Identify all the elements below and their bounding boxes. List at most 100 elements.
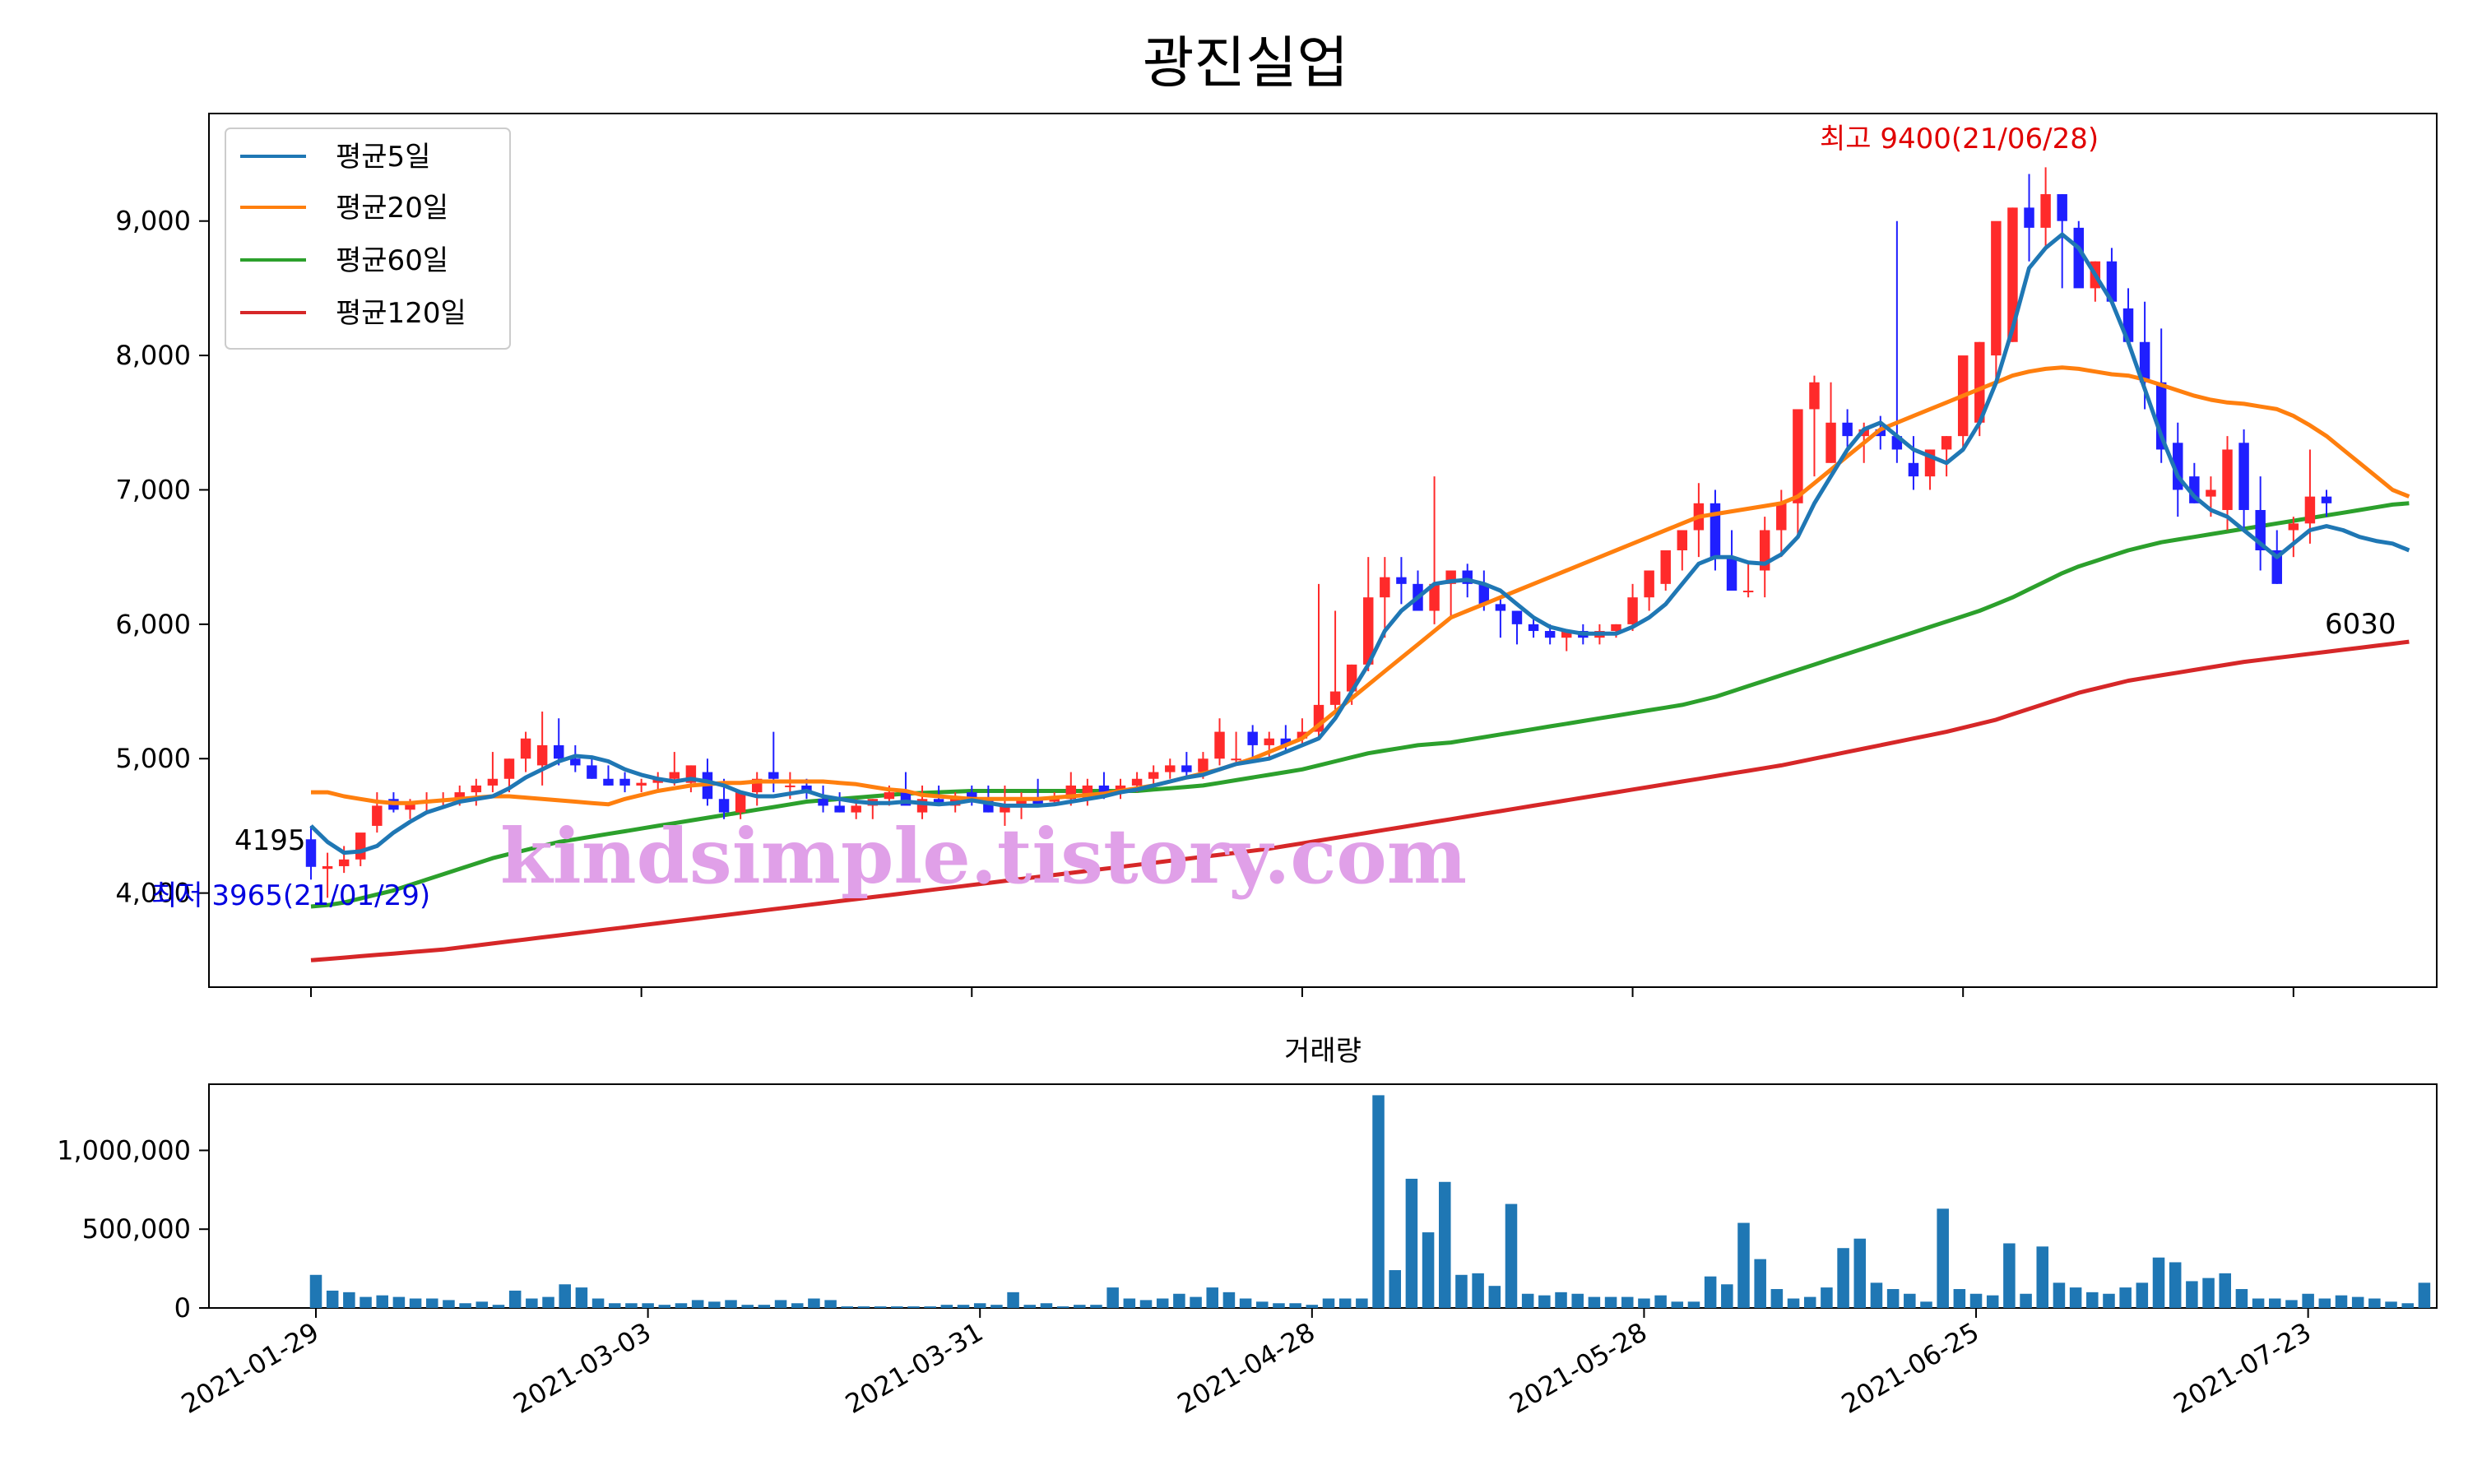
price-x-ticks: [310, 987, 2294, 997]
volume-bar: [891, 1306, 903, 1308]
volume-bar: [1007, 1292, 1019, 1308]
candle-body: [1809, 382, 1820, 410]
candle-body: [1858, 429, 1869, 437]
volume-bar: [1239, 1298, 1252, 1308]
volume-y-tick-label: 500,000: [82, 1213, 191, 1245]
volume-bar: [2136, 1282, 2149, 1308]
candle-body: [1627, 597, 1638, 624]
candle-body: [1825, 422, 1836, 463]
candle-body: [1528, 624, 1539, 632]
volume-bar: [1372, 1095, 1385, 1308]
candle-body: [2024, 207, 2034, 228]
candle-body: [603, 778, 614, 786]
ma120-line: [310, 639, 2410, 962]
volume-bar: [360, 1296, 372, 1308]
candle-body: [1297, 731, 1308, 739]
volume-bar: [591, 1298, 605, 1308]
volume-bar: [2202, 1278, 2215, 1308]
volume-bar: [957, 1305, 970, 1308]
candle-body: [503, 758, 515, 779]
candle-body: [405, 801, 415, 810]
candle-body: [1478, 583, 1490, 605]
volume-bar: [1273, 1303, 1285, 1308]
candle-body: [1329, 691, 1341, 705]
price-y-tick-label: 7,000: [115, 474, 191, 505]
candle-body: [2222, 449, 2233, 510]
candle-body: [536, 744, 548, 766]
candle-body: [1198, 758, 1208, 772]
volume-bar: [1953, 1289, 1966, 1308]
volume-bar: [973, 1303, 986, 1308]
candle-body: [2238, 443, 2249, 510]
volume-bar: [2103, 1293, 2115, 1308]
volume-bar: [1389, 1270, 1401, 1308]
volume-bar: [2285, 1300, 2298, 1308]
candle-body: [636, 782, 647, 786]
candle-body: [1875, 429, 1886, 437]
candle-body: [1726, 557, 1737, 591]
candle-body: [1214, 731, 1225, 759]
candle-body: [1660, 550, 1671, 584]
volume-bar: [1438, 1181, 1451, 1308]
candle-body: [1231, 758, 1241, 761]
volume-bar: [1056, 1306, 1069, 1308]
candle-body: [1131, 778, 1143, 786]
volume-bar: [1588, 1296, 1601, 1308]
candle-body: [1429, 583, 1440, 611]
volume-bar: [1937, 1208, 1949, 1308]
volume-bar: [725, 1300, 737, 1308]
volume-bar: [1023, 1305, 1037, 1308]
volume-bar: [1821, 1287, 1833, 1308]
candle-body: [1544, 631, 1556, 638]
candle-body: [2007, 207, 2018, 342]
volume-bar: [2169, 1262, 2182, 1308]
chart-title: 광진실업: [1143, 31, 1348, 96]
candle-body: [1776, 503, 1787, 531]
volume-bar: [1488, 1286, 1501, 1308]
volume-bar: [1106, 1287, 1119, 1308]
legend-frame: [225, 128, 511, 350]
candle-body: [1016, 799, 1027, 806]
candle-body: [1793, 409, 1803, 503]
price-y-tick-label: 5,000: [115, 743, 191, 774]
candle-body: [1908, 462, 1919, 477]
volume-bar: [691, 1300, 704, 1308]
volume-bar: [774, 1300, 787, 1308]
volume-bar: [791, 1303, 804, 1308]
volume-bar: [758, 1305, 771, 1308]
volume-bar: [1654, 1295, 1667, 1308]
ma5-line-group: [309, 232, 2410, 856]
volume-bar: [1886, 1289, 1900, 1308]
volume-bar: [1123, 1298, 1136, 1308]
volume-bar: [2302, 1293, 2314, 1308]
candle-body: [735, 792, 746, 813]
candle-body: [851, 805, 861, 813]
candles-group: [305, 167, 2332, 898]
legend: 평균5일 평균20일 평균60일 평균120일: [225, 128, 511, 350]
candle-body: [1677, 530, 1688, 550]
ma20-line-group: [311, 365, 2410, 807]
candle-body: [2139, 341, 2150, 383]
volume-bar: [2086, 1292, 2099, 1308]
volume-bar: [376, 1295, 388, 1308]
volume-bar: [1538, 1295, 1551, 1308]
volume-bar: [940, 1305, 953, 1308]
candle-body: [2040, 194, 2051, 228]
volume-y-tick-label: 1,000,000: [57, 1134, 191, 1166]
volume-bar: [1555, 1292, 1567, 1308]
candle-body: [2073, 227, 2084, 289]
candle-body: [669, 772, 680, 779]
volume-bar: [1870, 1282, 1883, 1308]
volume-bar: [1853, 1238, 1867, 1308]
volume-bar: [857, 1306, 870, 1308]
price-y-tick-label: 9,000: [115, 206, 191, 237]
volume-bar: [1222, 1292, 1236, 1308]
volume-bar: [1770, 1289, 1784, 1308]
high-annotation: 최고 9400(21/06/28): [1820, 123, 2099, 155]
volume-bar: [1505, 1203, 1518, 1308]
volume-bar: [874, 1306, 887, 1308]
volume-bar: [841, 1306, 854, 1308]
candle-body: [454, 792, 465, 800]
volume-bar: [1090, 1305, 1102, 1308]
candle-body: [520, 738, 531, 759]
